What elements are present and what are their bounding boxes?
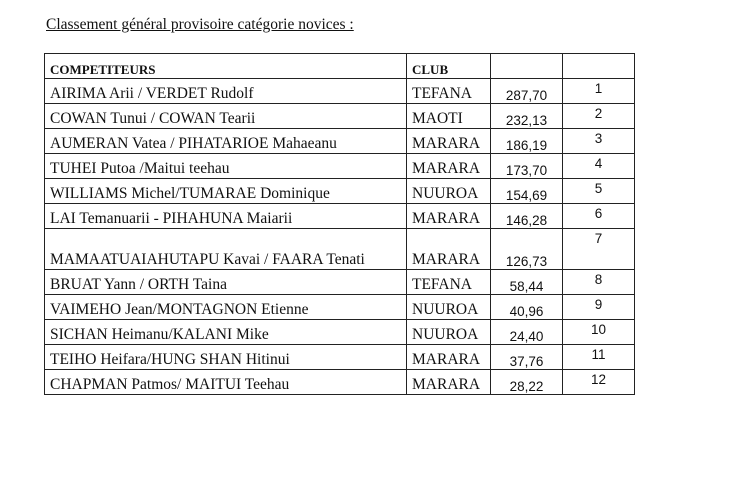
table-row: TEIHO Heifara/HUNG SHAN Hitinui MARARA 37,… bbox=[44, 344, 635, 370]
document-title: Classement général provisoire catégorie … bbox=[46, 16, 354, 33]
competitor-cell: TEIHO Heifara/HUNG SHAN Hitinui bbox=[44, 344, 407, 370]
rank-cell: 10 bbox=[562, 319, 635, 345]
header-club: CLUB bbox=[406, 53, 491, 79]
score-cell: 186,19 bbox=[490, 128, 563, 154]
table-row: VAIMEHO Jean/MONTAGNON Etienne NUUROA 40,9… bbox=[44, 294, 635, 320]
score-cell: 232,13 bbox=[490, 103, 563, 129]
club-cell: MARARA bbox=[406, 228, 491, 270]
ranking-table: COMPETITEURS CLUB AIRIMA Arii / VERDET R… bbox=[44, 53, 635, 395]
table-row: BRUAT Yann / ORTH Taina TEFANA 58,44 8 bbox=[44, 269, 635, 295]
table-row: COWAN Tunui / COWAN Tearii MAOTI 232,13 2 bbox=[44, 103, 635, 129]
rank-cell: 9 bbox=[562, 294, 635, 320]
competitor-cell: AUMERAN Vatea / PIHATARIOE Mahaeanu bbox=[44, 128, 407, 154]
club-cell: NUUROA bbox=[406, 294, 491, 320]
table-row: SICHAN Heimanu/KALANI Mike NUUROA 24,40 10 bbox=[44, 319, 635, 345]
rank-cell: 12 bbox=[562, 369, 635, 395]
table-row: LAI Temanuarii - PIHAHUNA Maiarii MARARA 1… bbox=[44, 203, 635, 229]
competitor-cell: MAMAATUAIAHUTAPU Kavai / FAARA Tenati bbox=[44, 228, 407, 270]
score-cell: 40,96 bbox=[490, 294, 563, 320]
table-row: AIRIMA Arii / VERDET Rudolf TEFANA 287,70 1 bbox=[44, 78, 635, 104]
rank-cell: 3 bbox=[562, 128, 635, 154]
club-cell: TEFANA bbox=[406, 78, 491, 104]
header-score bbox=[490, 53, 563, 79]
competitor-cell: BRUAT Yann / ORTH Taina bbox=[44, 269, 407, 295]
rank-cell: 8 bbox=[562, 269, 635, 295]
competitor-cell: SICHAN Heimanu/KALANI Mike bbox=[44, 319, 407, 345]
score-cell: 37,76 bbox=[490, 344, 563, 370]
rank-cell: 11 bbox=[562, 344, 635, 370]
club-cell: TEFANA bbox=[406, 269, 491, 295]
club-cell: MARARA bbox=[406, 369, 491, 395]
score-cell: 146,28 bbox=[490, 203, 563, 229]
competitor-cell: TUHEI Putoa /Maitui teehau bbox=[44, 153, 407, 179]
rank-cell: 5 bbox=[562, 178, 635, 204]
table-row: MAMAATUAIAHUTAPU Kavai / FAARA Tenati MAR… bbox=[44, 228, 635, 270]
competitor-cell: CHAPMAN Patmos/ MAITUI Teehau bbox=[44, 369, 407, 395]
club-cell: MARARA bbox=[406, 203, 491, 229]
competitor-cell: LAI Temanuarii - PIHAHUNA Maiarii bbox=[44, 203, 407, 229]
club-cell: NUUROA bbox=[406, 178, 491, 204]
club-cell: NUUROA bbox=[406, 319, 491, 345]
header-rank bbox=[562, 53, 635, 79]
score-cell: 173,70 bbox=[490, 153, 563, 179]
header-competitors: COMPETITEURS bbox=[44, 53, 407, 79]
score-cell: 28,22 bbox=[490, 369, 563, 395]
score-cell: 58,44 bbox=[490, 269, 563, 295]
competitor-cell: AIRIMA Arii / VERDET Rudolf bbox=[44, 78, 407, 104]
score-cell: 287,70 bbox=[490, 78, 563, 104]
score-cell: 126,73 bbox=[490, 228, 563, 270]
club-cell: MARARA bbox=[406, 344, 491, 370]
score-cell: 24,40 bbox=[490, 319, 563, 345]
table-row: AUMERAN Vatea / PIHATARIOE Mahaeanu MARAR… bbox=[44, 128, 635, 154]
club-cell: MARARA bbox=[406, 128, 491, 154]
rank-cell: 4 bbox=[562, 153, 635, 179]
club-cell: MAOTI bbox=[406, 103, 491, 129]
rank-cell: 1 bbox=[562, 78, 635, 104]
score-cell: 154,69 bbox=[490, 178, 563, 204]
rank-cell: 2 bbox=[562, 103, 635, 129]
competitor-cell: VAIMEHO Jean/MONTAGNON Etienne bbox=[44, 294, 407, 320]
table-row: CHAPMAN Patmos/ MAITUI Teehau MARARA 28,22… bbox=[44, 369, 635, 395]
competitor-cell: WILLIAMS Michel/TUMARAE Dominique bbox=[44, 178, 407, 204]
table-row: TUHEI Putoa /Maitui teehau MARARA 173,70 4 bbox=[44, 153, 635, 179]
rank-cell: 6 bbox=[562, 203, 635, 229]
table-row: WILLIAMS Michel/TUMARAE Dominique NUUROA 1… bbox=[44, 178, 635, 204]
competitor-cell: COWAN Tunui / COWAN Tearii bbox=[44, 103, 407, 129]
club-cell: MARARA bbox=[406, 153, 491, 179]
table-header-row: COMPETITEURS CLUB bbox=[44, 53, 635, 79]
rank-cell: 7 bbox=[562, 228, 635, 270]
